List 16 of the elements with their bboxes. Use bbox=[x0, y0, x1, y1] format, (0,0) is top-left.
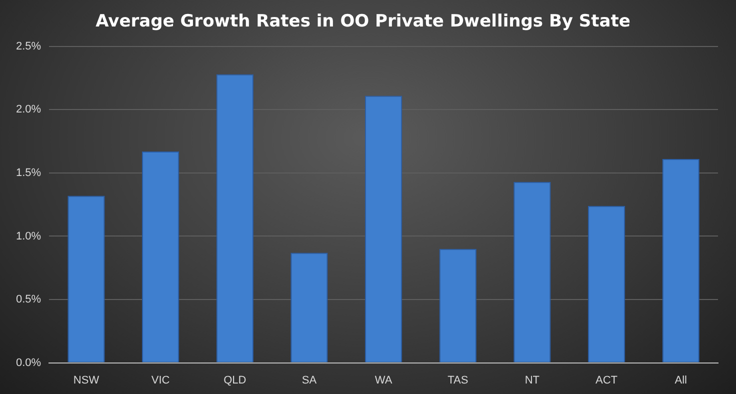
y-tick-label: 0.0% bbox=[16, 356, 42, 369]
y-tick-label: 0.5% bbox=[16, 294, 42, 306]
y-tick-label: 1.5% bbox=[16, 166, 42, 179]
x-tick-label: All bbox=[674, 374, 687, 386]
x-tick-label: NSW bbox=[73, 374, 100, 386]
y-tick-label: 2.5% bbox=[16, 40, 42, 52]
x-tick-label: TAS bbox=[448, 374, 468, 386]
x-tick-label: VIC bbox=[151, 374, 170, 386]
x-tick-label: QLD bbox=[224, 374, 246, 386]
chart-title: Average Growth Rates in OO Private Dwellings By State bbox=[96, 12, 630, 32]
x-tick-label: NT bbox=[524, 374, 540, 386]
x-tick-label: WA bbox=[374, 374, 393, 386]
x-tick-label: SA bbox=[302, 374, 318, 386]
y-tick-label: 1.0% bbox=[16, 230, 42, 242]
x-tick-label: ACT bbox=[596, 374, 618, 386]
y-tick-label: 2.0% bbox=[16, 104, 42, 116]
